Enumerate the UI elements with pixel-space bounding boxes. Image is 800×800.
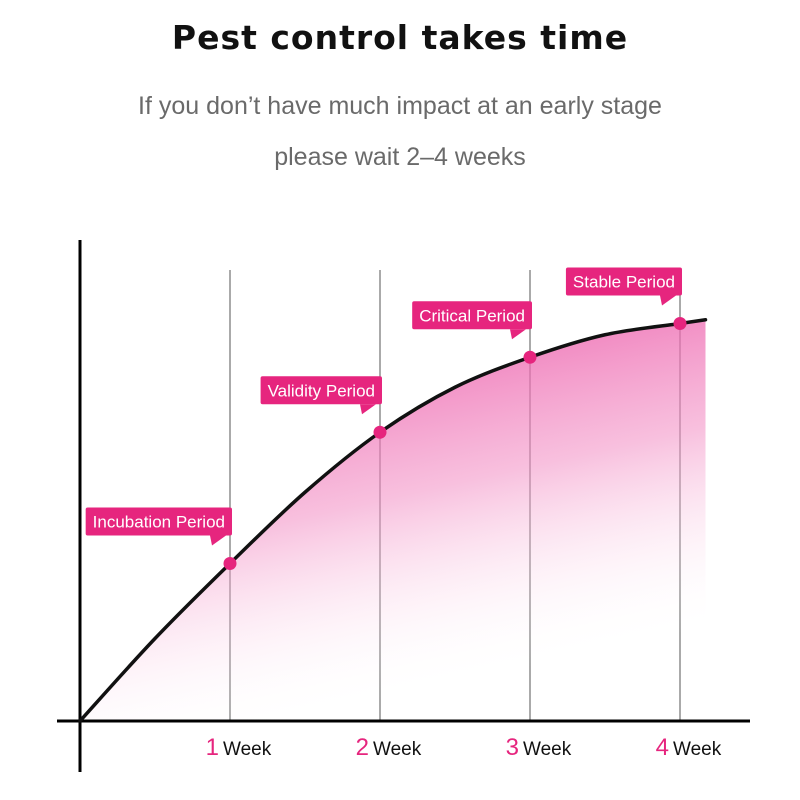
milestone-label-3: Critical Period [412,301,532,340]
milestone-label-box [260,376,382,405]
milestone-label-tail [360,404,376,415]
milestone-label-box [412,301,532,330]
x-tick-unit: Week [373,739,422,760]
x-tick-label-week-3: 3 Week [506,734,572,761]
milestone-point-3 [523,350,537,364]
subtitle-line-1: If you don’t have much impact at an earl… [138,92,662,120]
milestone-label-box [85,507,232,536]
x-tick-number: 1 [206,734,219,761]
milestone-label-2: Validity Period [260,376,382,415]
milestone-label-4: Stable Period [565,267,682,306]
milestone-label-text: Stable Period [573,273,675,292]
x-tick-unit: Week [673,739,722,760]
x-tick-number: 3 [506,734,519,761]
milestone-label-1: Incubation Period [85,507,232,546]
milestone-label-text: Validity Period [268,381,375,400]
milestone-point-1 [223,557,237,570]
milestone-label-box [565,267,682,296]
x-tick-unit: Week [223,739,272,760]
chart-title: Pest control takes time [171,18,629,57]
x-tick-number: 4 [656,734,669,761]
growth-curve-line [78,318,708,723]
x-tick-unit: Week [523,739,572,760]
milestone-point-4 [673,317,687,330]
milestone-label-tail [210,535,226,546]
milestone-label-text: Incubation Period [93,513,225,532]
x-tick-label-week-4: 4 Week [656,734,722,761]
x-tick-label-week-1: 1 Week [206,734,272,761]
area-fill [80,319,706,721]
x-tick-number: 2 [356,734,369,761]
milestone-label-tail [660,295,676,306]
subtitle-line-2: please wait 2–4 weeks [274,143,526,171]
milestone-point-2 [373,425,387,439]
x-tick-label-week-2: 2 Week [356,734,422,761]
milestone-label-tail [510,329,526,340]
milestone-label-text: Critical Period [419,306,525,325]
